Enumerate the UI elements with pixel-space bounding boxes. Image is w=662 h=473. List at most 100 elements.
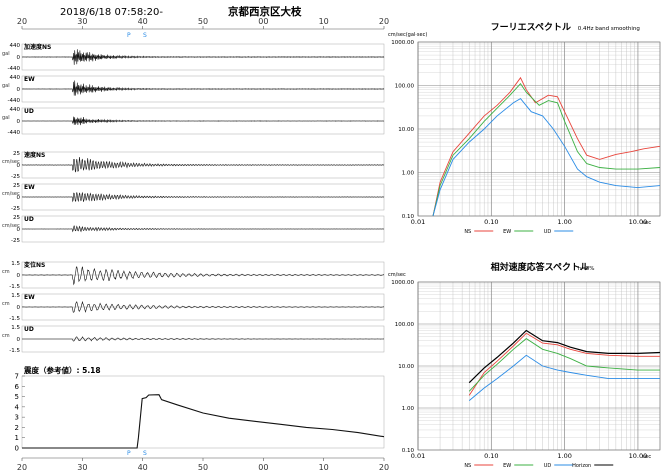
legend-label: EW bbox=[503, 463, 511, 469]
intensity-ytick: 3 bbox=[15, 414, 19, 422]
waveform-ytick: -25 bbox=[11, 238, 20, 244]
spectrum-ytick: 10.00 bbox=[398, 364, 414, 370]
waveform-ytick: -1.5 bbox=[9, 284, 20, 290]
time-axis-top: 20 30 40 50 00 10 20 P S bbox=[17, 17, 389, 39]
time-tick-label: 30 bbox=[77, 463, 87, 472]
fourier-spectrum-chart: フーリエスペクトル 0.4Hz band smoothing cm/sec(gal·… bbox=[388, 22, 661, 235]
waveform-ytick: 1.5 bbox=[11, 325, 20, 331]
time-tick-label: 20 bbox=[379, 463, 389, 472]
intensity-ytick: 2 bbox=[15, 424, 19, 432]
record-datetime: 2018/6/18 07:58:20- bbox=[60, 7, 163, 18]
legend-label: Horizon bbox=[572, 463, 591, 469]
waveform-trace bbox=[21, 116, 385, 126]
time-tick-label: 00 bbox=[258, 17, 268, 26]
intensity-ytick: 1 bbox=[15, 434, 19, 442]
spectrum-ytick: 1.00 bbox=[402, 171, 415, 177]
waveform-ytick: 0 bbox=[17, 305, 21, 311]
intensity-ytick: 6 bbox=[15, 383, 20, 391]
waveform-label: UD bbox=[24, 326, 34, 333]
spectrum-xtick: 0.01 bbox=[411, 218, 425, 226]
waveform-unit: gal bbox=[2, 115, 10, 121]
spectrum-xtick: 0.10 bbox=[484, 452, 498, 460]
waveform-ytick: 0 bbox=[17, 87, 21, 93]
waveform-trace bbox=[21, 191, 385, 203]
intensity-ytick: 0 bbox=[15, 445, 19, 453]
waveform-unit: cm bbox=[2, 301, 10, 307]
waveform-ytick: 25 bbox=[13, 183, 20, 189]
time-tick-label: 50 bbox=[198, 17, 208, 26]
intensity-ytick: 4 bbox=[15, 403, 20, 411]
spectrum-ytick: 0.10 bbox=[402, 214, 415, 220]
intensity-line bbox=[22, 394, 385, 449]
waveform-unit: gal bbox=[2, 51, 10, 57]
spectrum-ylabel: cm/sec bbox=[388, 272, 406, 278]
phase-marker-P: P bbox=[127, 450, 131, 457]
legend-label: UD bbox=[544, 463, 552, 469]
intensity-title: 震度（参考値）: 5.18 bbox=[23, 365, 101, 375]
time-tick-label: 40 bbox=[138, 463, 148, 472]
waveform-panels: 加速度NS4400-440galEW4400-440galUD4400-440g… bbox=[2, 43, 385, 354]
waveform-trace bbox=[21, 266, 384, 286]
time-tick-label: 00 bbox=[258, 463, 268, 472]
spectrum-series-NS bbox=[468, 332, 660, 396]
spectrum-title: 相対速度応答スペクトル bbox=[491, 261, 589, 273]
legend-label: NS bbox=[464, 463, 471, 469]
spectrum-series-EW bbox=[468, 338, 660, 392]
spectrum-ytick: 10.00 bbox=[398, 127, 414, 133]
waveform-ytick: -440 bbox=[8, 66, 21, 72]
spectrum-xtick: 0.01 bbox=[411, 452, 425, 460]
spectrum-ytick: 100.00 bbox=[395, 322, 415, 328]
waveform-ytick: 440 bbox=[10, 107, 21, 113]
spectrum-ytick: 1000.00 bbox=[391, 280, 414, 286]
waveform-ytick: -25 bbox=[11, 174, 20, 180]
time-tick-label: 30 bbox=[77, 17, 87, 26]
spectrum-xtick: 10.00 bbox=[629, 218, 648, 226]
phase-marker-S: S bbox=[143, 450, 147, 457]
waveform-ytick: -25 bbox=[11, 206, 20, 212]
spectrum-xlabel: sec bbox=[642, 220, 651, 226]
spectrum-title: フーリエスペクトル bbox=[491, 22, 571, 33]
waveform-ytick: 25 bbox=[13, 151, 20, 157]
waveform-ytick: -440 bbox=[8, 98, 21, 104]
waveform-label: UD bbox=[24, 108, 34, 115]
waveform-ytick: 0 bbox=[17, 273, 21, 279]
waveform-unit: cm/sec bbox=[2, 223, 20, 229]
waveform-unit: cm bbox=[2, 333, 10, 339]
time-tick-label: 20 bbox=[379, 17, 389, 26]
waveform-label: 加速度NS bbox=[23, 43, 51, 51]
waveform-ytick: 0 bbox=[17, 227, 21, 233]
time-tick-label: 10 bbox=[319, 463, 329, 472]
intensity-panel: 震度（参考値）: 5.18 0 1 2 3 4 5 6 7 bbox=[15, 365, 385, 453]
waveform-label: EW bbox=[24, 76, 35, 83]
intensity-ytick: 5 bbox=[15, 393, 19, 401]
spectrum-subtitle: h=5% bbox=[578, 266, 595, 272]
legend-label: NS bbox=[464, 229, 471, 235]
waveform-ytick: 0 bbox=[17, 195, 21, 201]
phase-marker-S: S bbox=[143, 32, 147, 39]
waveform-ytick: -1.5 bbox=[9, 316, 20, 322]
waveform-ytick: -440 bbox=[8, 130, 21, 136]
waveform-unit: gal bbox=[2, 83, 10, 89]
intensity-ytick: 7 bbox=[15, 373, 19, 381]
waveform-label: EW bbox=[24, 184, 35, 191]
waveform-ytick: 1.5 bbox=[11, 261, 20, 267]
waveform-trace bbox=[22, 336, 384, 342]
waveform-trace bbox=[21, 80, 385, 96]
waveform-trace bbox=[22, 225, 385, 233]
spectrum-xtick: 0.10 bbox=[484, 218, 498, 226]
legend-label: UD bbox=[544, 229, 552, 235]
spectrum-series-NS bbox=[432, 76, 661, 217]
spectrum-ytick: 1000.00 bbox=[391, 40, 414, 46]
spectrum-series-Horizon bbox=[468, 329, 661, 384]
waveform-ytick: 1.5 bbox=[11, 293, 20, 299]
waveform-label: EW bbox=[24, 294, 35, 301]
spectrum-subtitle: 0.4Hz band smoothing bbox=[578, 26, 640, 32]
time-tick-label: 50 bbox=[198, 463, 208, 472]
spectrum-xtick: 1.00 bbox=[557, 452, 571, 460]
intensity-frame bbox=[21, 375, 385, 449]
waveform-ytick: 0 bbox=[17, 119, 21, 125]
waveform-trace bbox=[21, 49, 385, 65]
spectrum-xtick: 10.00 bbox=[629, 452, 648, 460]
